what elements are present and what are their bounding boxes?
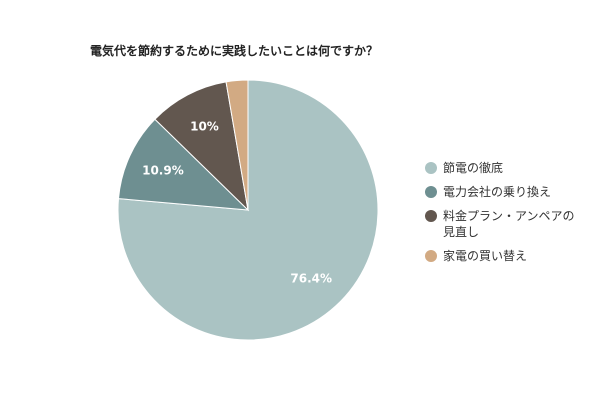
legend-label: 電力会社の乗り換え — [443, 185, 552, 199]
value-label: 10% — [190, 120, 219, 134]
legend: 節電の徹底電力会社の乗り換え料金プラン・アンペアの見直し家電の買い替え — [425, 160, 585, 272]
legend-marker — [425, 210, 437, 222]
legend-label: 節電の徹底 — [443, 161, 504, 175]
legend-item: 電力会社の乗り換え — [425, 184, 585, 200]
value-label: 10.9% — [142, 163, 184, 177]
pie-slice — [117, 118, 250, 211]
pie-slice — [225, 79, 249, 211]
pie-slice — [154, 81, 249, 212]
legend-marker — [425, 186, 437, 198]
legend-item: 節電の徹底 — [425, 160, 585, 176]
legend-marker — [425, 162, 437, 174]
legend-item: 家電の買い替え — [425, 248, 585, 264]
legend-label: 料金プラン・アンペアの見直し — [443, 209, 575, 239]
legend-item: 料金プラン・アンペアの見直し — [425, 208, 585, 240]
legend-marker — [425, 250, 437, 262]
chart-title: 電気代を節約するために実践したいことは何ですか？ — [90, 44, 379, 58]
value-label: 76.4% — [290, 272, 332, 286]
legend-label: 家電の買い替え — [443, 249, 528, 263]
pie-slice — [117, 79, 379, 341]
